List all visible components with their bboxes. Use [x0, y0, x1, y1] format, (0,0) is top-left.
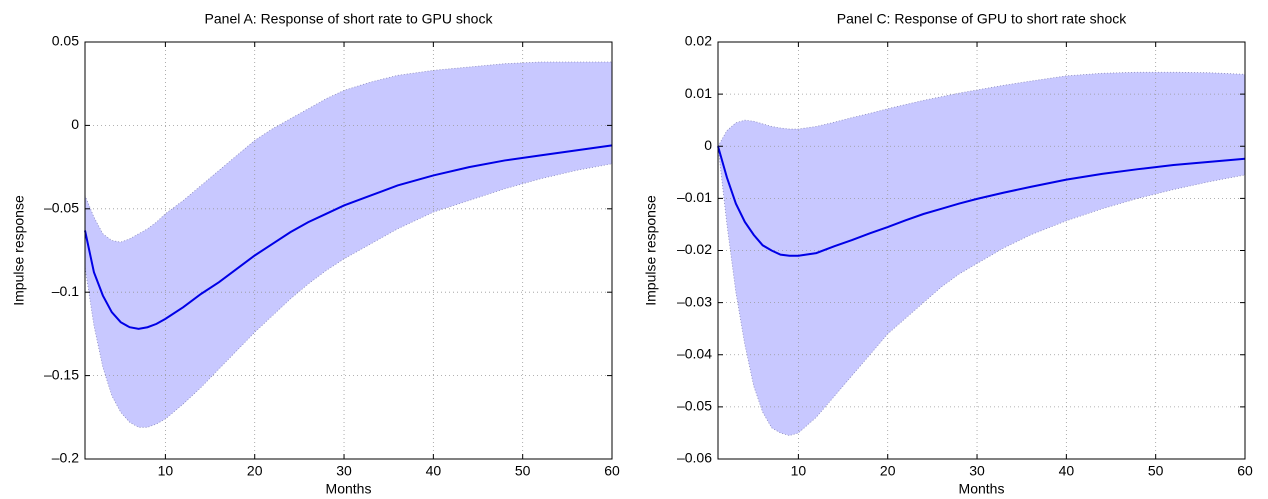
y-tick-label: –0.01: [677, 189, 712, 205]
y-tick-label: –0.05: [677, 398, 712, 414]
y-tick-label: 0.05: [52, 33, 79, 49]
confidence-band: [84, 61, 613, 428]
confidence-band: [717, 71, 1246, 436]
plot-frame: [717, 41, 1246, 460]
y-tick-label: –0.1: [52, 283, 79, 299]
x-tick-label: 40: [426, 463, 442, 479]
x-axis-label: Months: [326, 481, 372, 497]
y-axis-label: Impulse response: [643, 195, 659, 306]
x-tick-label: 10: [158, 463, 174, 479]
y-tick-label: 0: [704, 137, 712, 153]
plot-frame: [84, 41, 613, 460]
x-tick-label: 10: [791, 463, 807, 479]
y-tick-label: –0.05: [44, 200, 79, 216]
x-tick-label: 20: [247, 463, 263, 479]
x-tick-label: 20: [880, 463, 896, 479]
y-tick-label: 0.02: [685, 33, 712, 49]
response-line: [717, 145, 1246, 257]
y-tick-label: –0.02: [677, 241, 712, 257]
x-tick-label: 50: [515, 463, 531, 479]
response-line: [84, 144, 613, 330]
y-tick-label: –0.03: [677, 293, 712, 309]
chart-title: Panel C: Response of GPU to short rate s…: [837, 11, 1127, 27]
x-tick-label: 60: [604, 463, 620, 479]
x-tick-label: 30: [336, 463, 352, 479]
y-axis-label: Impulse response: [11, 195, 27, 306]
x-tick-label: 50: [1148, 463, 1164, 479]
y-tick-label: –0.2: [52, 450, 79, 466]
x-tick-label: 40: [1059, 463, 1075, 479]
y-tick-label: –0.04: [677, 345, 712, 361]
y-tick-label: –0.15: [44, 366, 79, 382]
x-axis-label: Months: [959, 481, 1005, 497]
x-tick-label: 60: [1237, 463, 1253, 479]
y-tick-label: 0.01: [685, 85, 712, 101]
x-tick-label: 30: [969, 463, 985, 479]
y-tick-label: 0: [71, 116, 79, 132]
chart-title: Panel A: Response of short rate to GPU s…: [205, 11, 494, 27]
y-tick-label: –0.06: [677, 450, 712, 466]
